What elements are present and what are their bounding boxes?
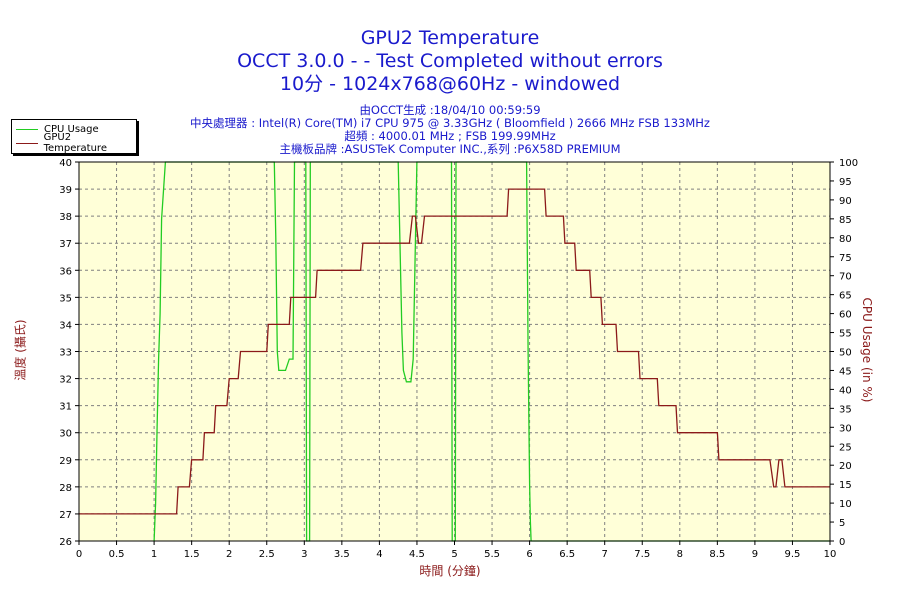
y2-tick-label: 100: [839, 158, 858, 169]
x-tick-label: 1.5: [184, 549, 200, 560]
y2-tick-label: 15: [839, 480, 852, 491]
y-tick-label: 34: [59, 320, 72, 331]
x-tick-label: 3: [301, 549, 307, 560]
y2-tick-label: 5: [839, 518, 845, 529]
x-tick-label: 6.5: [559, 549, 575, 560]
y-tick-label: 35: [59, 293, 72, 304]
y-tick-label: 26: [59, 537, 72, 548]
y2-tick-label: 35: [839, 404, 852, 415]
y2-tick-label: 30: [839, 423, 852, 434]
y2-tick-label: 45: [839, 366, 852, 377]
x-tick-label: 2: [226, 549, 232, 560]
y-tick-label: 40: [59, 158, 72, 169]
x-tick-label: 8.5: [709, 549, 725, 560]
x-tick-label: 7.5: [634, 549, 650, 560]
x-tick-label: 9.5: [784, 549, 800, 560]
series-line-gpu2-temperature: [79, 188, 830, 515]
legend-label-cpu: CPU Usage: [44, 123, 99, 135]
y2-tick-label: 20: [839, 461, 852, 472]
chart-title: GPU2 Temperature: [360, 27, 540, 49]
y2-tick-label: 75: [839, 253, 852, 264]
x-tick-label: 5: [451, 549, 457, 560]
y-tick-label: 38: [59, 212, 72, 223]
y2-tick-label: 90: [839, 196, 852, 207]
y2-tick-label: 85: [839, 215, 852, 226]
y-axis-label-left: 溫度 (攝氏): [13, 319, 28, 381]
x-tick-label: 4.5: [409, 549, 425, 560]
y-tick-label: 32: [59, 375, 72, 386]
x-tick-label: 10: [824, 549, 837, 560]
info-cpu: 中央處理器 : Intel(R) Core(TM) i7 CPU 975 @ 3…: [190, 116, 710, 130]
info-overclock: 超頻 : 4000.01 MHz ; FSB 199.99MHz: [344, 129, 556, 143]
y2-tick-label: 60: [839, 310, 852, 321]
y2-tick-label: 0: [839, 537, 845, 548]
y2-tick-label: 10: [839, 499, 852, 510]
y-tick-label: 31: [59, 402, 72, 413]
x-tick-label: 0: [76, 549, 82, 560]
y-tick-label: 37: [59, 239, 72, 250]
chart-subtitle-mode: 10分 - 1024x768@60Hz - windowed: [279, 73, 621, 95]
x-tick-label: 4: [376, 549, 382, 560]
y-tick-label: 33: [59, 348, 72, 359]
y2-tick-label: 25: [839, 442, 852, 453]
y-tick-label: 28: [59, 483, 72, 494]
legend: CPU Usage GPU2 Temperature: [11, 119, 137, 154]
y2-tick-label: 95: [839, 177, 852, 188]
x-tick-label: 7: [602, 549, 608, 560]
x-axis-label: 時間 (分鐘): [419, 564, 481, 578]
legend-swatch-gpu: [16, 142, 38, 144]
x-tick-label: 3.5: [334, 549, 350, 560]
x-tick-label: 5.5: [484, 549, 500, 560]
y-axis-label-right: CPU Usage (in %): [860, 297, 874, 403]
info-motherboard: 主機板品牌 :ASUSTeK Computer INC.,系列 :P6X58D …: [279, 142, 621, 156]
info-generated: 由OCCT生成 :18/04/10 00:59:59: [359, 103, 541, 117]
y-tick-label: 27: [59, 510, 72, 521]
x-tick-label: 6: [526, 549, 532, 560]
y2-tick-label: 50: [839, 348, 852, 359]
x-tick-label: 9: [752, 549, 758, 560]
x-tick-label: 2.5: [259, 549, 275, 560]
y2-tick-label: 70: [839, 272, 852, 283]
y-tick-label: 39: [59, 185, 72, 196]
legend-label-gpu: GPU2 Temperature: [43, 132, 107, 154]
x-tick-label: 8: [677, 549, 683, 560]
legend-item-cpu-usage: CPU Usage: [12, 122, 99, 136]
y-tick-label: 36: [59, 266, 72, 277]
legend-swatch-cpu: [16, 128, 38, 130]
y2-tick-label: 55: [839, 329, 852, 340]
y-tick-label: 29: [59, 456, 72, 467]
y2-tick-label: 65: [839, 291, 852, 302]
chart-subtitle-test: OCCT 3.0.0 - - Test Completed without er…: [237, 50, 663, 72]
x-tick-label: 1: [151, 549, 157, 560]
y2-tick-label: 80: [839, 234, 852, 245]
y-tick-label: 30: [59, 429, 72, 440]
y2-tick-label: 40: [839, 385, 852, 396]
legend-item-gpu-temperature: GPU2 Temperature: [12, 132, 136, 154]
x-tick-label: 0.5: [109, 549, 125, 560]
